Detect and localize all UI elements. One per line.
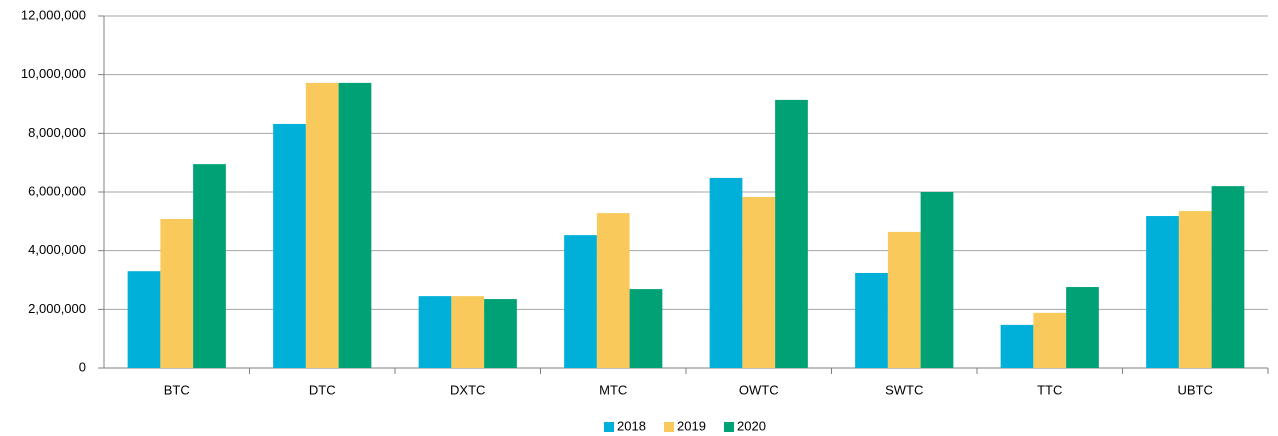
x-tick-label: DXTC: [450, 382, 485, 397]
bar: [1066, 287, 1099, 368]
bar: [775, 99, 808, 368]
y-tick-label: 12,000,000: [21, 7, 86, 22]
bar: [338, 82, 372, 368]
x-tick-label: DTC: [309, 382, 336, 397]
bar: [484, 299, 517, 368]
y-tick-label: 8,000,000: [28, 125, 86, 140]
bar: [193, 164, 226, 368]
y-tick-label: 4,000,000: [28, 242, 86, 257]
bar: [127, 271, 161, 368]
bar: [1033, 312, 1067, 368]
bar: [920, 192, 954, 368]
x-tick-label: BTC: [164, 382, 190, 397]
bar: [1000, 324, 1034, 368]
bar: [451, 296, 485, 368]
bar: [742, 196, 776, 368]
bar: [1211, 186, 1245, 368]
legend-swatch: [724, 422, 734, 432]
legend-label: 2018: [617, 418, 646, 433]
y-tick-label: 2,000,000: [28, 301, 86, 316]
x-tick-label: OWTC: [739, 382, 779, 397]
bar: [273, 123, 306, 369]
bar: [855, 272, 888, 368]
bar: [1146, 216, 1179, 368]
x-tick-label: TTC: [1037, 382, 1062, 397]
x-tick-label: UBTC: [1178, 382, 1213, 397]
bar: [1178, 211, 1212, 368]
bar: [596, 213, 630, 368]
bar: [709, 177, 743, 368]
bar: [887, 231, 921, 368]
bar: [160, 218, 194, 368]
legend-swatch: [664, 422, 674, 432]
bar: [418, 296, 452, 368]
bar: [305, 82, 339, 368]
bar: [629, 289, 663, 368]
x-tick-label: MTC: [599, 382, 627, 397]
y-tick-label: 0: [79, 359, 86, 374]
legend-label: 2019: [677, 418, 706, 433]
bar: [564, 235, 597, 368]
y-tick-label: 6,000,000: [28, 183, 86, 198]
legend-swatch: [604, 422, 614, 432]
x-tick-label: SWTC: [885, 382, 923, 397]
legend-label: 2020: [737, 418, 766, 433]
y-tick-label: 10,000,000: [21, 66, 86, 81]
